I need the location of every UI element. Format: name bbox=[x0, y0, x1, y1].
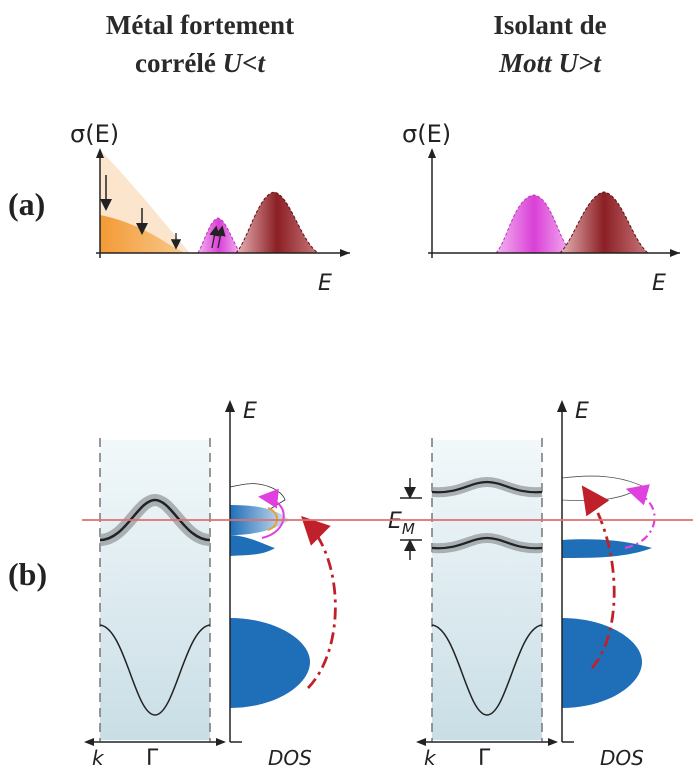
hubbard-peak-left bbox=[236, 192, 318, 253]
k-label: k bbox=[424, 746, 437, 769]
quasiparticle-peak bbox=[198, 218, 240, 253]
gamma-label: Γ bbox=[146, 746, 159, 769]
sigma-label-left: σ(E) bbox=[70, 120, 119, 148]
mott-gap-label: EM bbox=[388, 509, 415, 538]
k-axis-head-left bbox=[416, 738, 426, 746]
k-axis-head-left bbox=[84, 738, 94, 746]
upper-hubbard-peak bbox=[560, 192, 648, 253]
lower-hubbard-dos bbox=[230, 618, 310, 708]
panel-a-right: σ(E) E bbox=[402, 120, 680, 296]
axis-x-head bbox=[670, 249, 680, 257]
mott-gap-sub: M bbox=[402, 520, 415, 538]
dos-axis-head bbox=[557, 400, 567, 412]
brillouin-zone-bg bbox=[100, 440, 210, 740]
panel-a-left: σ(E) E bbox=[70, 120, 350, 296]
gamma-label: Γ bbox=[478, 746, 491, 769]
panel-b-left: k Γ E DOS bbox=[84, 399, 335, 769]
energy-label-a-left: E bbox=[318, 271, 332, 296]
dos-label-right: DOS bbox=[600, 746, 644, 769]
dos-axis-head bbox=[225, 400, 235, 412]
deep-dos bbox=[562, 618, 642, 708]
dos-label-left: DOS bbox=[268, 746, 312, 769]
axis-x-head bbox=[340, 249, 350, 257]
mott-gap-e: E bbox=[388, 509, 402, 534]
energy-label-b-left: E bbox=[243, 399, 257, 424]
lower-hubbard-peak bbox=[496, 195, 572, 253]
upper-hubbard-dos bbox=[562, 476, 642, 501]
sigma-label-right: σ(E) bbox=[402, 120, 451, 148]
panel-b-right: k Γ EM E DOS bbox=[388, 399, 655, 769]
qp-dos-tail bbox=[230, 535, 275, 556]
magenta-excitation-arrow bbox=[625, 490, 655, 548]
k-label: k bbox=[92, 746, 105, 769]
energy-label-b-right: E bbox=[575, 399, 589, 424]
axis-y-head bbox=[428, 148, 436, 158]
energy-label-a-right: E bbox=[652, 271, 666, 296]
k-axis-head-right bbox=[216, 738, 226, 746]
k-axis-head-right bbox=[548, 738, 558, 746]
